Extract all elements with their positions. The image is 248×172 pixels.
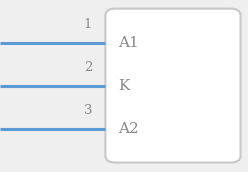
Text: A2: A2 bbox=[118, 122, 139, 136]
FancyBboxPatch shape bbox=[105, 9, 241, 163]
Text: 2: 2 bbox=[84, 61, 92, 74]
Text: 1: 1 bbox=[84, 18, 92, 31]
Text: A1: A1 bbox=[118, 36, 139, 50]
Text: K: K bbox=[118, 79, 129, 93]
Text: 3: 3 bbox=[84, 104, 92, 117]
